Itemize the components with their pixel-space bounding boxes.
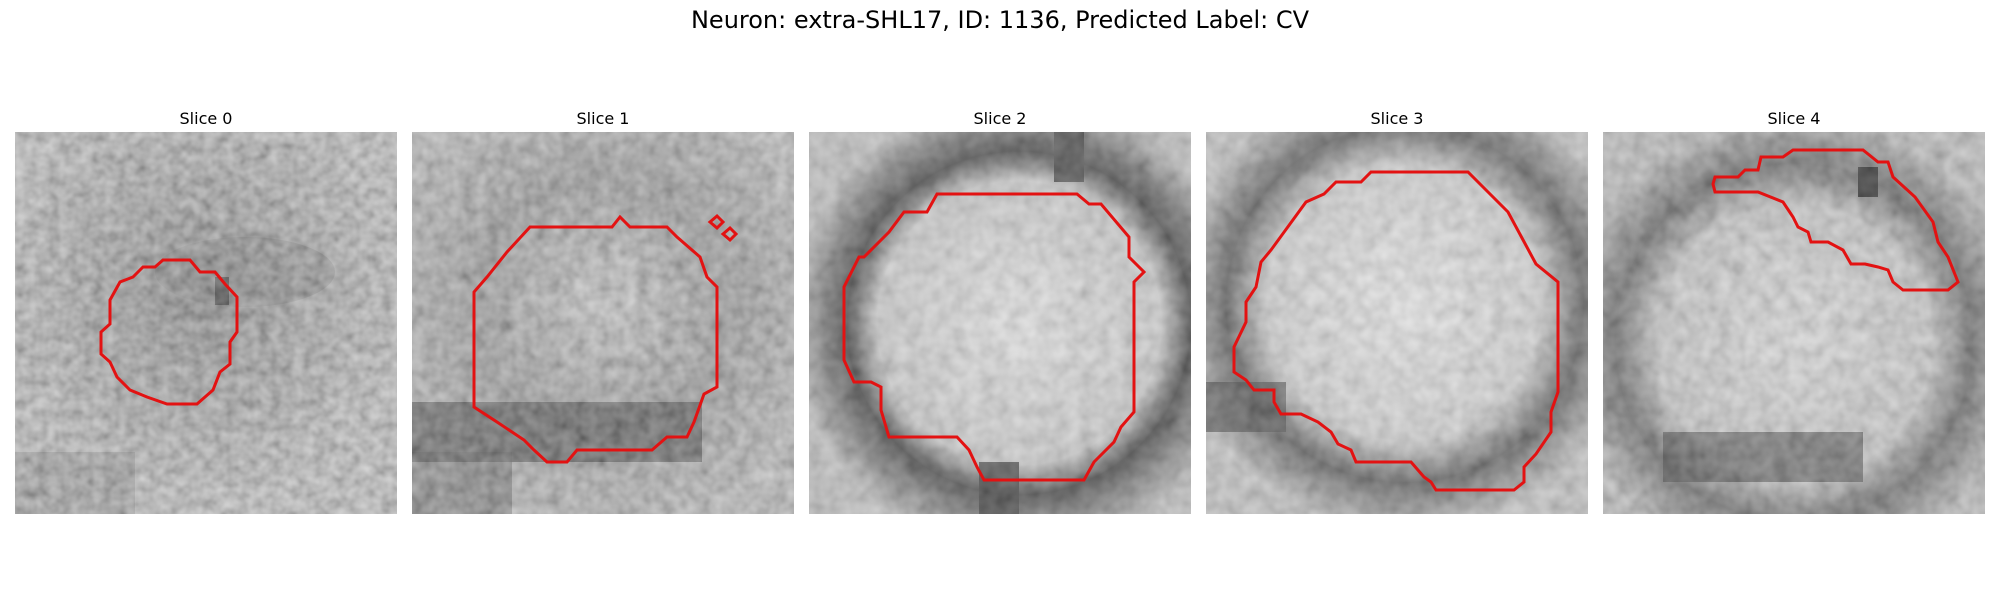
contour-line — [1232, 170, 1560, 492]
slice-title-3: Slice 3 — [1370, 109, 1424, 128]
slice-panel-0: Slice 0 — [15, 108, 397, 514]
slice-title-0: Slice 0 — [179, 109, 233, 128]
contour-line — [99, 258, 239, 406]
slice-panel-3: Slice 3 — [1206, 108, 1588, 514]
slice-image-3 — [1206, 132, 1588, 514]
slice-panel-1: Slice 1 — [412, 108, 794, 514]
slice-title-2: Slice 2 — [973, 109, 1027, 128]
contour-line — [1711, 148, 1960, 292]
slice-panel-2: Slice 2 — [809, 108, 1191, 514]
contour-line — [842, 192, 1147, 482]
slice-title-1: Slice 1 — [576, 109, 630, 128]
slice-panel-4: Slice 4 — [1603, 108, 1985, 514]
contour-line — [707, 213, 726, 231]
slice-image-2 — [809, 132, 1191, 514]
slice-image-1 — [412, 132, 794, 514]
slice-title-4: Slice 4 — [1767, 109, 1821, 128]
slice-image-4 — [1603, 132, 1985, 514]
contour-line — [472, 214, 719, 464]
contour-line — [720, 225, 739, 243]
slice-image-0 — [15, 132, 397, 514]
figure-title: Neuron: extra-SHL17, ID: 1136, Predicted… — [690, 6, 1310, 34]
